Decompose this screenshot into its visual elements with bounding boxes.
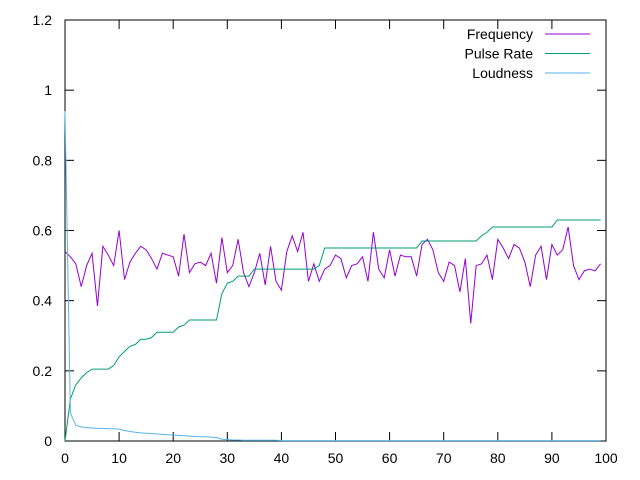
y-tick-label: 0.8 [33, 152, 53, 168]
y-tick-label: 1.2 [33, 12, 53, 28]
x-tick-label: 80 [490, 450, 506, 466]
y-tick-label: 0.2 [33, 363, 53, 379]
x-tick-label: 10 [111, 450, 127, 466]
series-lines [64, 111, 601, 442]
legend-label: Frequency [467, 26, 533, 42]
series-line-frequency [64, 226, 601, 324]
x-tick-label: 20 [165, 450, 181, 466]
y-tick-label: 0 [44, 433, 52, 449]
series-line-pulse-rate [64, 219, 601, 442]
legend-label: Loudness [472, 65, 533, 81]
y-tick-label: 0.6 [33, 223, 53, 239]
x-tick-label: 0 [61, 450, 69, 466]
plot-frame [64, 19, 607, 442]
x-tick-label: 40 [274, 450, 290, 466]
x-tick-label: 90 [544, 450, 560, 466]
series-line-loudness [64, 111, 601, 442]
x-tick-label: 70 [436, 450, 452, 466]
legend-label: Pulse Rate [465, 46, 534, 62]
x-tick-label: 60 [382, 450, 398, 466]
axis-ticks: 0 10 20 30 40 50 60 70 80 90 100 0 0.2 0.4 0.6 0.8 1 1.2 [33, 12, 618, 466]
y-tick-label: 0.4 [33, 293, 53, 309]
x-tick-label: 100 [594, 450, 618, 466]
x-tick-label: 50 [328, 450, 344, 466]
legend: Frequency Pulse Rate Loudness [465, 26, 590, 81]
y-tick-label: 1 [44, 82, 52, 98]
x-tick-label: 30 [220, 450, 236, 466]
